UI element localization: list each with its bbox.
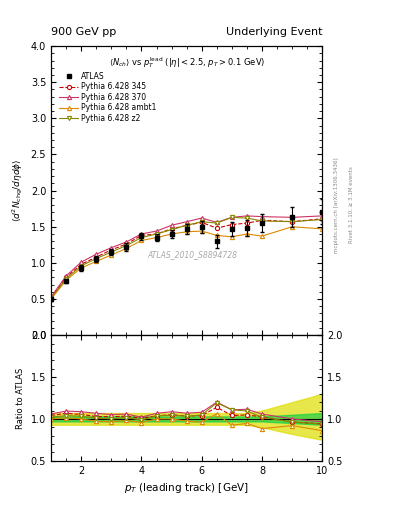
Text: 900 GeV pp: 900 GeV pp	[51, 28, 116, 37]
Text: Underlying Event: Underlying Event	[226, 28, 322, 37]
Y-axis label: Ratio to ATLAS: Ratio to ATLAS	[16, 367, 25, 429]
Legend: ATLAS, Pythia 6.428 345, Pythia 6.428 370, Pythia 6.428 ambt1, Pythia 6.428 z2: ATLAS, Pythia 6.428 345, Pythia 6.428 37…	[58, 70, 158, 124]
Text: Rivet 3.1.10, ≥ 3.1M events: Rivet 3.1.10, ≥ 3.1M events	[349, 166, 354, 243]
Y-axis label: $\langle d^2 N_{\rm chg}/d\eta d\phi \rangle$: $\langle d^2 N_{\rm chg}/d\eta d\phi \ra…	[11, 159, 25, 222]
X-axis label: $p_T$ (leading track) [GeV]: $p_T$ (leading track) [GeV]	[124, 481, 249, 495]
Text: mcplots.cern.ch [arXiv:1306.3436]: mcplots.cern.ch [arXiv:1306.3436]	[334, 157, 338, 252]
Text: $\langle N_{ch}\rangle$ vs $p_T^{\rm lead}$ ($|\eta| < 2.5$, $p_T > 0.1$ GeV): $\langle N_{ch}\rangle$ vs $p_T^{\rm lea…	[108, 55, 265, 70]
Text: ATLAS_2010_S8894728: ATLAS_2010_S8894728	[147, 250, 237, 259]
